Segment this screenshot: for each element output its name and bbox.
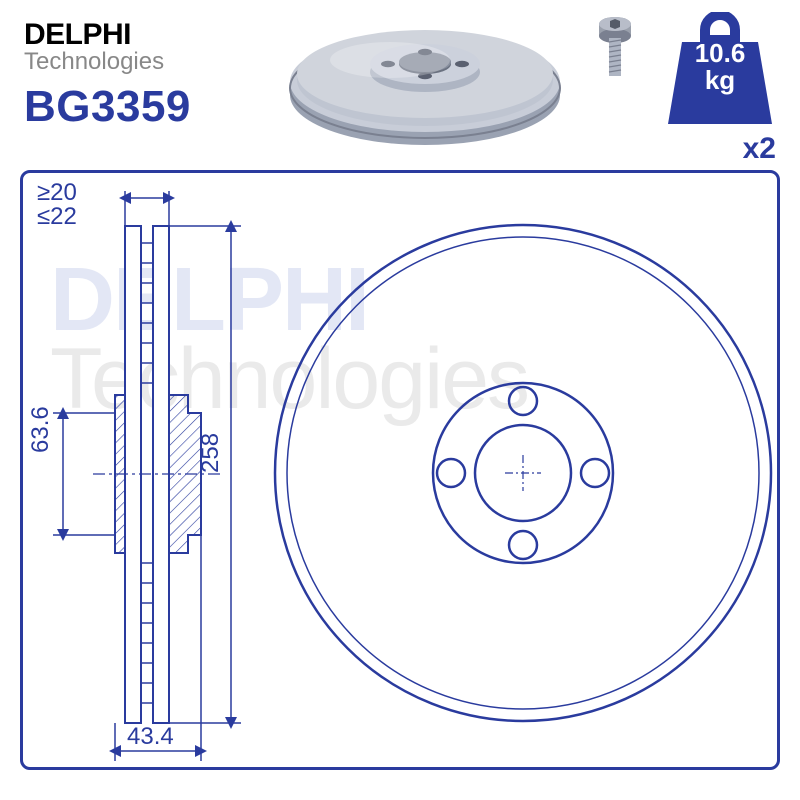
technical-drawing: ≥20 ≤22 63.6 258 43.4 [20,170,780,770]
front-view [275,225,771,721]
dim-thickness-max: ≤22 [37,203,77,231]
side-profile [93,226,223,723]
quantity-label: x2 [743,132,776,166]
brand-block: DELPHI Technologies BG3359 [24,18,224,132]
dim-outer: 258 [197,433,225,473]
part-number: BG3359 [24,82,224,132]
brand-name: DELPHI [24,18,224,52]
dim-hub: 63.6 [27,406,55,453]
brand-sub: Technologies [24,48,224,76]
rotor-3d-image [280,10,570,150]
screw-icon [590,10,640,90]
dim-offset: 43.4 [127,723,174,751]
weight-badge [660,12,780,132]
